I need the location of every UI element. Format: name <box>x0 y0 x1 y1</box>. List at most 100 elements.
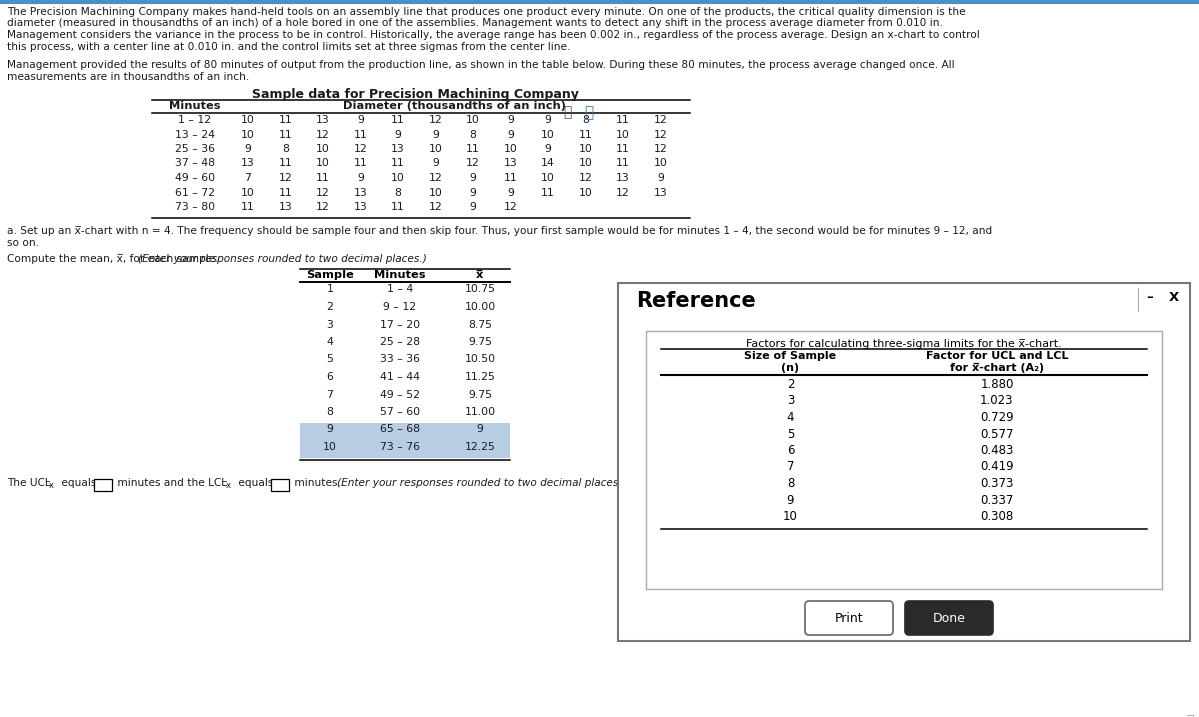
Text: 10: 10 <box>579 144 592 154</box>
Text: 11.00: 11.00 <box>464 407 495 417</box>
Text: 57 – 60: 57 – 60 <box>380 407 420 417</box>
Text: 9: 9 <box>357 115 364 125</box>
Text: 9: 9 <box>507 188 514 197</box>
Text: (Enter your responses rounded to two decimal places.): (Enter your responses rounded to two dec… <box>337 478 626 488</box>
Text: 9: 9 <box>544 144 552 154</box>
Text: 3: 3 <box>326 320 333 330</box>
Text: 1.880: 1.880 <box>981 378 1013 391</box>
Text: 9 – 12: 9 – 12 <box>384 302 416 312</box>
Text: 8: 8 <box>470 130 476 140</box>
Text: 9: 9 <box>507 130 514 140</box>
Text: 9: 9 <box>326 424 333 435</box>
Text: 10: 10 <box>428 188 442 197</box>
Text: 13: 13 <box>354 202 367 212</box>
Text: 61 – 72: 61 – 72 <box>175 188 215 197</box>
Text: Diameter (thousandths of an inch): Diameter (thousandths of an inch) <box>343 101 566 111</box>
Text: diameter (measured in thousandths of an inch) of a hole bored in one of the asse: diameter (measured in thousandths of an … <box>7 19 942 29</box>
FancyBboxPatch shape <box>94 478 112 490</box>
Text: Minutes: Minutes <box>374 270 426 280</box>
Text: 13: 13 <box>278 202 293 212</box>
Text: The Precision Machining Company makes hand-held tools on an assembly line that p: The Precision Machining Company makes ha… <box>7 7 965 17</box>
Text: 12: 12 <box>466 158 480 168</box>
Text: 11.25: 11.25 <box>464 372 495 382</box>
Text: 11: 11 <box>278 188 293 197</box>
Text: 9: 9 <box>432 158 439 168</box>
Text: 2: 2 <box>787 378 794 391</box>
Text: 10: 10 <box>241 130 255 140</box>
Text: equals: equals <box>58 478 100 488</box>
Text: 13: 13 <box>653 188 668 197</box>
Text: 12: 12 <box>653 144 668 154</box>
Text: 13: 13 <box>616 173 629 183</box>
Text: 12: 12 <box>504 202 518 212</box>
Text: 11: 11 <box>616 115 629 125</box>
Text: 9: 9 <box>470 173 476 183</box>
Text: 8: 8 <box>282 144 289 154</box>
Bar <box>300 440 510 457</box>
Text: ̅x: ̅x <box>49 480 54 490</box>
Text: 10: 10 <box>616 130 629 140</box>
Text: Management considers the variance in the process to be in control. Historically,: Management considers the variance in the… <box>7 30 980 40</box>
Text: 11: 11 <box>391 158 405 168</box>
Text: 11: 11 <box>278 158 293 168</box>
Text: 9: 9 <box>507 115 514 125</box>
Text: 9: 9 <box>245 144 252 154</box>
FancyBboxPatch shape <box>617 283 1189 641</box>
Text: 6: 6 <box>326 372 333 382</box>
Bar <box>300 422 510 440</box>
Text: 12: 12 <box>317 188 330 197</box>
Text: 13: 13 <box>504 158 518 168</box>
Text: 13: 13 <box>354 188 367 197</box>
Text: so on.: so on. <box>7 238 40 248</box>
Text: 7: 7 <box>326 389 333 399</box>
Text: Minutes: Minutes <box>169 101 221 111</box>
Text: 33 – 36: 33 – 36 <box>380 354 420 364</box>
Text: Sample data for Precision Machining Company: Sample data for Precision Machining Comp… <box>252 88 578 101</box>
Text: 10: 10 <box>323 442 337 452</box>
Text: 9: 9 <box>787 493 794 506</box>
Text: 10: 10 <box>504 144 518 154</box>
Text: Factors for calculating three-sigma limits for the x̅-chart.: Factors for calculating three-sigma limi… <box>746 339 1062 349</box>
Text: 10: 10 <box>653 158 668 168</box>
Text: 10: 10 <box>428 144 442 154</box>
Text: 8: 8 <box>326 407 333 417</box>
Text: 13: 13 <box>241 158 255 168</box>
Text: 9: 9 <box>476 424 483 435</box>
Text: 12: 12 <box>653 115 668 125</box>
Text: 6: 6 <box>787 444 794 457</box>
Text: 12: 12 <box>278 173 293 183</box>
Text: 11: 11 <box>466 144 480 154</box>
Text: 9: 9 <box>657 173 664 183</box>
Text: 9: 9 <box>357 173 364 183</box>
Text: 10: 10 <box>579 188 592 197</box>
Text: 12: 12 <box>428 115 442 125</box>
FancyBboxPatch shape <box>805 601 893 635</box>
Text: 0.419: 0.419 <box>980 460 1013 473</box>
FancyBboxPatch shape <box>905 601 993 635</box>
Text: –: – <box>1146 291 1153 304</box>
Text: 0.308: 0.308 <box>981 510 1013 523</box>
Text: 13: 13 <box>391 144 405 154</box>
Text: ⤡: ⤡ <box>1186 714 1194 717</box>
Text: 11: 11 <box>278 130 293 140</box>
Text: ⓘ: ⓘ <box>584 105 594 120</box>
Text: 8: 8 <box>787 477 794 490</box>
Text: 11: 11 <box>391 115 405 125</box>
Text: X: X <box>1169 291 1179 304</box>
Text: 25 – 36: 25 – 36 <box>175 144 215 154</box>
Text: 5: 5 <box>326 354 333 364</box>
Text: 65 – 68: 65 – 68 <box>380 424 420 435</box>
Text: 11: 11 <box>504 173 518 183</box>
Text: 7: 7 <box>787 460 794 473</box>
Text: 10: 10 <box>579 158 592 168</box>
Text: 9: 9 <box>470 188 476 197</box>
Text: 10: 10 <box>541 173 555 183</box>
Text: Reference: Reference <box>635 291 755 311</box>
Text: 7: 7 <box>245 173 252 183</box>
Text: Factor for UCL and LCL
for x̅-chart (A₂): Factor for UCL and LCL for x̅-chart (A₂) <box>926 351 1068 373</box>
Text: 25 – 28: 25 – 28 <box>380 337 420 347</box>
Text: 11: 11 <box>354 130 367 140</box>
Text: 0.373: 0.373 <box>981 477 1013 490</box>
Text: Management provided the results of 80 minutes of output from the production line: Management provided the results of 80 mi… <box>7 60 954 70</box>
Text: 10: 10 <box>541 130 555 140</box>
